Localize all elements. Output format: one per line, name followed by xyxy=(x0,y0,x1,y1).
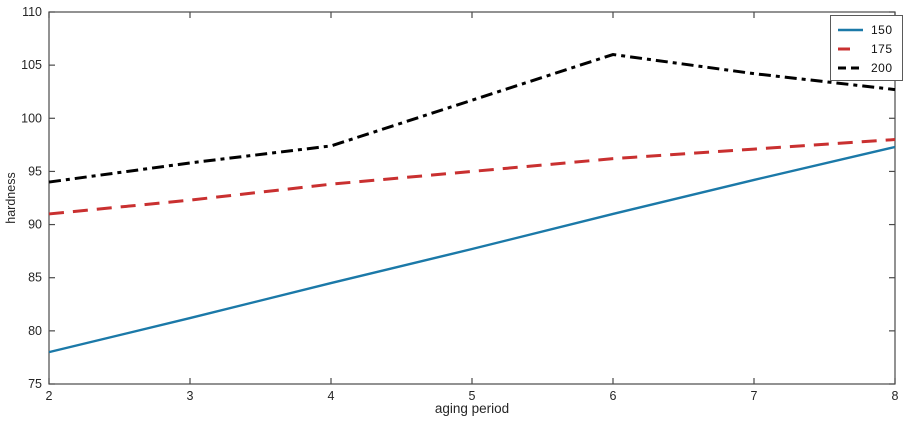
x-tick-label: 4 xyxy=(328,389,335,403)
x-tick-label: 2 xyxy=(46,389,53,403)
legend: 150 175 200 xyxy=(830,15,903,81)
y-tick-label: 80 xyxy=(28,324,42,338)
y-tick-label: 75 xyxy=(28,377,42,391)
series-line-150 xyxy=(48,145,896,354)
legend-entry-175: 175 xyxy=(837,39,897,58)
legend-label: 200 xyxy=(871,60,893,75)
legend-entry-150: 150 xyxy=(837,20,897,39)
y-tick-label: 95 xyxy=(28,164,42,178)
axis-box xyxy=(48,11,896,385)
y-tick-label: 100 xyxy=(21,111,42,125)
y-tick-label: 105 xyxy=(21,58,42,72)
legend-line-sample-200 xyxy=(838,66,863,69)
x-tick-label: 7 xyxy=(751,389,758,403)
y-tick-label: 85 xyxy=(28,271,42,285)
legend-line-sample-150 xyxy=(838,28,863,31)
legend-label: 175 xyxy=(871,41,893,56)
x-tick-label: 6 xyxy=(610,389,617,403)
x-tick-label: 5 xyxy=(469,389,476,403)
series-line-175 xyxy=(48,138,896,216)
x-tick-label: 3 xyxy=(187,389,194,403)
legend-entry-200: 200 xyxy=(837,58,897,77)
y-axis-label: hardness xyxy=(4,172,18,224)
legend-label: 150 xyxy=(871,22,893,37)
y-tick-label: 110 xyxy=(22,5,42,19)
x-axis-label: aging period xyxy=(434,401,510,416)
legend-line-sample-175 xyxy=(838,47,863,50)
x-tick-label: 8 xyxy=(892,389,899,403)
y-tick-label: 90 xyxy=(28,218,42,232)
series-line-200 xyxy=(48,52,896,184)
